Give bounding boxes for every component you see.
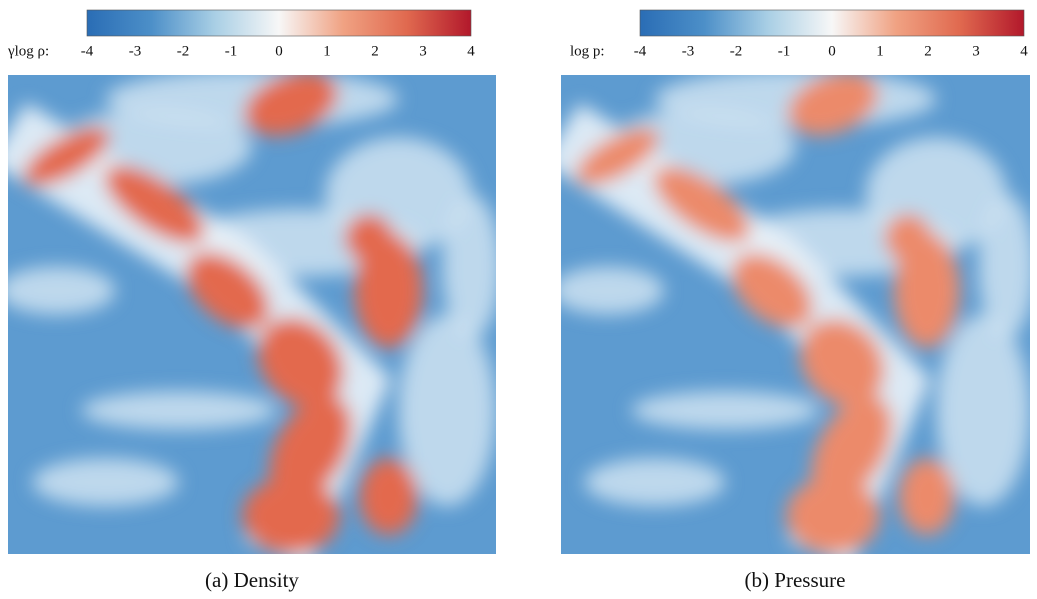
colorbar-tick-label: 3 <box>419 43 427 59</box>
dense-region <box>257 317 344 408</box>
light-region <box>936 314 1030 507</box>
dense-region <box>731 253 813 328</box>
dense-region <box>884 213 932 262</box>
caption: (a) Density <box>205 568 299 592</box>
dense-region <box>185 252 270 329</box>
panel: γlog ρ: -4 -3 -2 -1 0 1 2 3 4 (a) Density <box>7 9 496 592</box>
panel: log p: -4 -3 -2 -1 0 1 2 3 4 (b) Pressure <box>561 9 1030 592</box>
colorbar <box>639 9 1025 37</box>
heatmap-field <box>561 75 1030 554</box>
dense-region <box>787 75 879 136</box>
colorbar-tick-label: 2 <box>924 43 932 59</box>
dense-region <box>893 233 960 349</box>
colorbar-tick-label: -1 <box>778 43 791 59</box>
caption: (b) Pressure <box>745 568 846 592</box>
dense-region <box>575 127 660 186</box>
colorbar-tick-label: 4 <box>467 43 475 59</box>
light-region <box>584 458 726 507</box>
colorbar-tick-label: 3 <box>972 43 980 59</box>
colorbar-tick-label: 1 <box>876 43 884 59</box>
light-region <box>561 266 665 315</box>
dense-region <box>244 75 338 136</box>
colorbar-tick-label: 0 <box>828 43 836 59</box>
colorbar-label: γlog ρ: <box>7 43 49 59</box>
light-region <box>81 391 277 430</box>
heatmap-image <box>561 75 1030 554</box>
heatmap-field <box>8 75 496 554</box>
colorbar-tick-label: -2 <box>177 43 190 59</box>
dense-region <box>23 126 110 186</box>
colorbar-tick-label: -4 <box>81 43 94 59</box>
colorbar-tick-label: -1 <box>225 43 238 59</box>
dense-region <box>104 165 205 244</box>
dense-region <box>354 233 423 349</box>
colorbar <box>86 9 472 37</box>
light-region <box>978 194 1030 339</box>
dense-region <box>242 477 340 554</box>
dense-region <box>800 318 885 406</box>
colorbar-tick-label: -3 <box>682 43 695 59</box>
light-region <box>442 194 496 339</box>
colorbar-tick-label: 4 <box>1020 43 1028 59</box>
light-region <box>32 458 179 507</box>
colorbar-label: log p: <box>570 43 605 59</box>
light-region <box>398 314 496 507</box>
heatmap-image <box>8 75 496 554</box>
dense-region <box>344 213 394 262</box>
colorbar-tick-label: -2 <box>730 43 743 59</box>
light-region <box>8 266 116 315</box>
dense-region <box>786 477 880 554</box>
colorbar-tick-label: 2 <box>371 43 379 59</box>
colorbar-tick-label: -3 <box>129 43 142 59</box>
colorbar-tick-label: 1 <box>323 43 331 59</box>
dense-region <box>898 458 955 535</box>
dense-region <box>359 458 418 535</box>
colorbar-tick-label: -4 <box>634 43 647 59</box>
colorbar-tick-label: 0 <box>275 43 283 59</box>
dense-region <box>811 396 893 502</box>
dense-region <box>269 395 352 502</box>
light-region <box>631 391 819 430</box>
dense-region <box>653 166 750 243</box>
